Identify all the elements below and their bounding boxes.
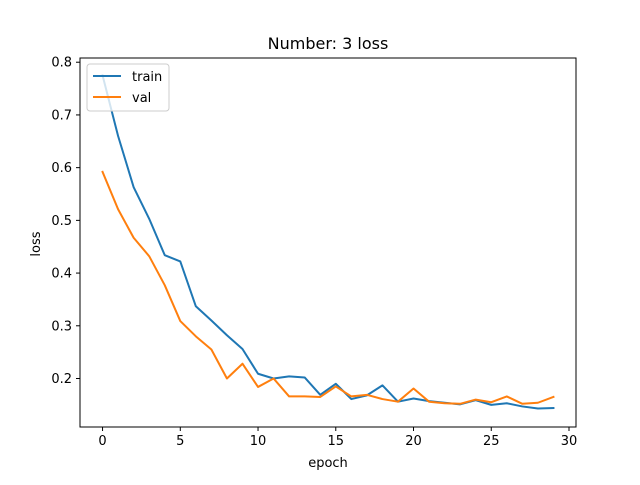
plot-area: 0 5 10 15 20 25 30 0.2 0.3 0.4 0.5 0.6 0.7 0.8 [51,56,577,449]
y-tick-label: 0.7 [51,108,72,123]
x-tick-label: 20 [405,434,422,449]
axes-frame [79,57,577,428]
y-tick-label: 0.5 [51,214,72,229]
x-tick-label: 10 [250,434,267,449]
x-axis-label: epoch [308,456,348,471]
x-tick-label: 25 [483,434,500,449]
y-tick-label: 0.3 [51,319,72,334]
y-axis-label: loss [29,231,44,256]
legend: train val [86,63,170,112]
y-tick-label: 0.8 [51,56,72,71]
x-tick-label: 0 [98,434,106,449]
legend-label-train: train [132,70,162,85]
x-tick-label: 15 [328,434,345,449]
chart-title: Number: 3 loss [268,34,389,53]
y-tick-label: 0.4 [51,267,72,282]
series-line-val [101,170,555,405]
legend-label-val: val [132,91,151,106]
y-tick-label: 0.2 [51,372,72,387]
x-tick-label: 5 [176,434,184,449]
x-tick-label: 30 [561,434,578,449]
y-tick-label: 0.6 [51,161,72,176]
